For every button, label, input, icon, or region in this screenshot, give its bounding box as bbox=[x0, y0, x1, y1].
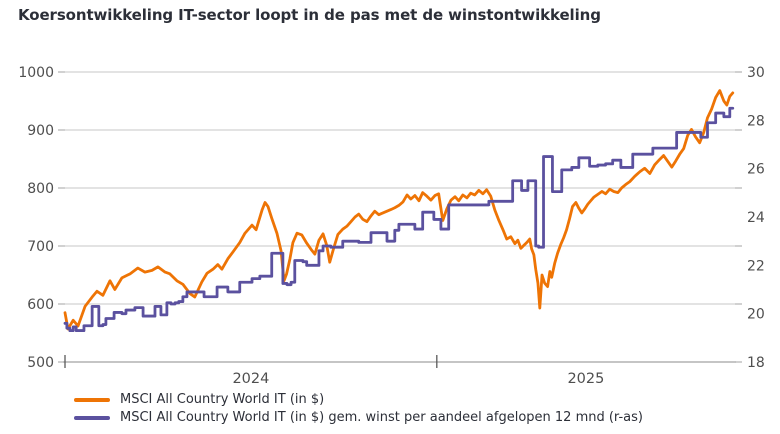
svg-text:18: 18 bbox=[747, 355, 765, 371]
purple-line-swatch-icon bbox=[74, 416, 110, 420]
legend-label-earnings: MSCI All Country World IT (in $) gem. wi… bbox=[120, 410, 643, 425]
svg-text:600: 600 bbox=[27, 297, 54, 313]
orange-line-swatch-icon bbox=[74, 398, 110, 402]
svg-text:24: 24 bbox=[747, 210, 765, 226]
svg-text:800: 800 bbox=[27, 181, 54, 197]
svg-text:28: 28 bbox=[747, 113, 765, 129]
legend-item-price: MSCI All Country World IT (in $) bbox=[74, 392, 643, 408]
svg-text:900: 900 bbox=[27, 123, 54, 139]
svg-text:22: 22 bbox=[747, 258, 765, 274]
legend-label-price: MSCI All Country World IT (in $) bbox=[120, 392, 325, 407]
svg-text:2024: 2024 bbox=[232, 371, 269, 387]
svg-text:2025: 2025 bbox=[567, 371, 604, 387]
svg-text:20: 20 bbox=[747, 307, 765, 323]
svg-text:1000: 1000 bbox=[18, 65, 54, 81]
svg-text:500: 500 bbox=[27, 355, 54, 371]
svg-text:30: 30 bbox=[747, 65, 765, 81]
svg-text:26: 26 bbox=[747, 162, 765, 178]
chart-title: Koersontwikkeling IT-sector loopt in de … bbox=[18, 6, 601, 24]
legend: MSCI All Country World IT (in $) MSCI Al… bbox=[74, 392, 643, 426]
svg-text:700: 700 bbox=[27, 239, 54, 255]
legend-item-earnings: MSCI All Country World IT (in $) gem. wi… bbox=[74, 410, 643, 426]
